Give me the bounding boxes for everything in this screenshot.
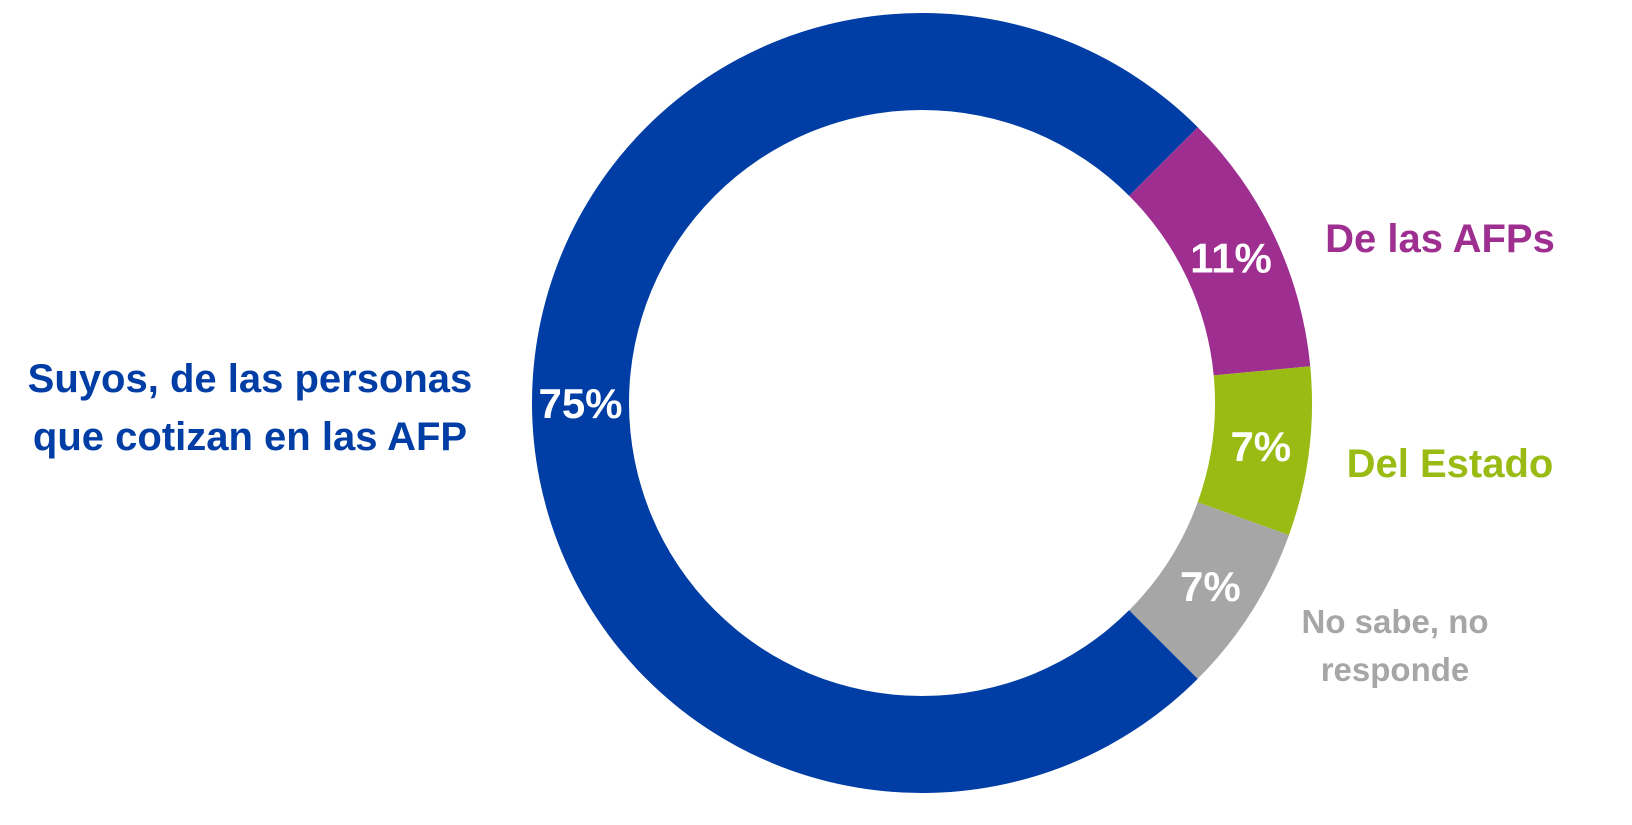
value-label: 75%: [538, 380, 622, 427]
donut-slice: [1129, 502, 1289, 679]
value-label: 7%: [1180, 563, 1241, 610]
category-label: No sabe, no responde: [1301, 603, 1489, 688]
value-label: 11%: [1190, 235, 1272, 282]
category-label: Suyos, de las personas que cotizan en la…: [27, 357, 473, 459]
value-label: 7%: [1230, 423, 1291, 470]
donut-slice: [1129, 127, 1311, 376]
donut-slice: [532, 13, 1198, 794]
donut-slice: [1197, 366, 1313, 536]
category-label: Del Estado: [1346, 442, 1554, 486]
category-label: De las AFPs: [1325, 217, 1555, 261]
